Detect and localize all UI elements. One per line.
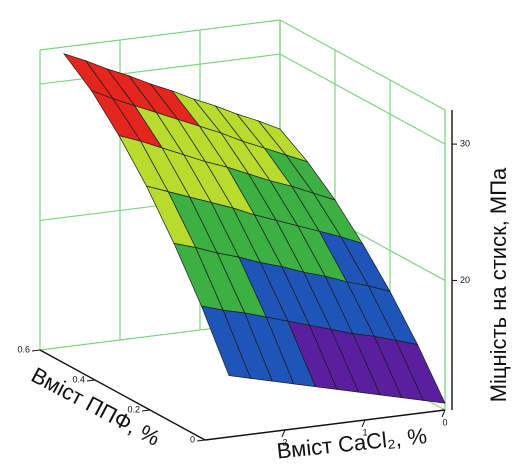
y-tick-label: 0.2 (127, 404, 140, 414)
y-tick (141, 409, 151, 412)
x-axis-label: Вміст CaCl₂, % (276, 423, 429, 464)
y-tick (86, 379, 96, 382)
surface-cell (200, 305, 252, 379)
x-tick (281, 429, 286, 438)
z-axis-label: Міцність на стиск, МПа (486, 167, 511, 402)
x-tick-label: 0 (442, 417, 447, 427)
z-tick-label: 20 (460, 275, 470, 285)
x-tick-label: 1 (362, 427, 367, 437)
wall-edge (39, 19, 281, 51)
wall-edge (279, 19, 446, 111)
grid-line (39, 53, 281, 85)
axis-line (39, 349, 206, 441)
surface (63, 53, 446, 404)
x-tick (361, 419, 366, 428)
y-tick-label: 0.4 (72, 374, 85, 384)
x-tick (441, 409, 446, 418)
y-tick-label: 0 (190, 434, 195, 444)
x-tick-label: 2 (282, 437, 287, 447)
z-tick-label: 30 (460, 138, 470, 148)
grid-line (279, 53, 446, 145)
y-tick-label: 0.6 (17, 344, 30, 354)
axis-line (204, 409, 446, 441)
y-tick (196, 439, 206, 442)
y-tick (31, 349, 41, 352)
